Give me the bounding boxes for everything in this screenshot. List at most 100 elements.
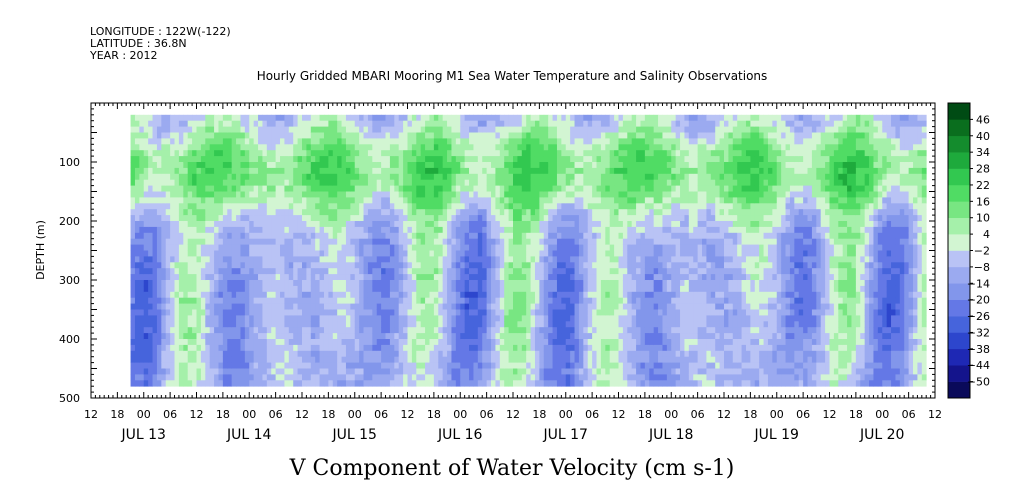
heatmap-cell	[605, 232, 611, 240]
heatmap-cell	[218, 344, 224, 352]
heatmap-cell	[187, 362, 193, 369]
heatmap-cell	[574, 256, 580, 263]
heatmap-cell	[139, 150, 145, 157]
heatmap-cell	[482, 344, 488, 352]
heatmap-cell	[196, 374, 202, 381]
heatmap-cell	[600, 138, 606, 145]
heatmap-cell	[398, 362, 404, 369]
heatmap-cell	[526, 374, 531, 381]
heatmap-cell	[552, 327, 558, 334]
heatmap-cell	[183, 232, 189, 240]
heatmap-cell	[222, 232, 228, 240]
heatmap-cell	[495, 285, 501, 293]
heatmap-cell	[363, 333, 369, 340]
heatmap-cell	[310, 321, 316, 328]
heatmap-cell	[570, 256, 575, 263]
heatmap-cell	[174, 138, 180, 145]
heatmap-cell	[477, 274, 483, 281]
heatmap-cell	[359, 185, 364, 192]
heatmap-cell	[341, 191, 347, 198]
heatmap-cell	[455, 303, 461, 310]
heatmap-cell	[161, 268, 167, 275]
heatmap-cell	[526, 203, 531, 210]
heatmap-cell	[302, 309, 307, 316]
heatmap-cell	[222, 167, 228, 175]
heatmap-cell	[170, 162, 175, 169]
heatmap-cell	[148, 339, 153, 346]
longitude-label: LONGITUDE : 122W(-122)	[90, 25, 231, 38]
heatmap-cell	[345, 162, 351, 169]
heatmap-cell	[165, 280, 171, 287]
heatmap-cell	[275, 356, 281, 363]
heatmap-cell	[530, 197, 536, 204]
heatmap-cell	[363, 138, 369, 145]
heatmap-cell	[574, 232, 580, 240]
heatmap-cell	[214, 309, 219, 316]
heatmap-cell	[403, 250, 408, 257]
heatmap-cell	[389, 191, 395, 198]
heatmap-cell	[570, 238, 575, 245]
heatmap-cell	[302, 274, 307, 281]
heatmap-cell	[156, 262, 162, 269]
heatmap-cell	[240, 185, 246, 192]
heatmap-cell	[359, 126, 364, 133]
heatmap-cell	[293, 209, 299, 216]
heatmap-cell	[152, 162, 158, 169]
heatmap-cell	[596, 374, 602, 381]
heatmap-cell	[363, 362, 369, 369]
heatmap-cell	[600, 321, 606, 328]
heatmap-cell	[253, 297, 259, 304]
heatmap-cell	[451, 315, 457, 322]
heatmap-cell	[280, 356, 285, 363]
heatmap-cell	[592, 303, 597, 310]
heatmap-cell	[280, 315, 285, 322]
heatmap-cell	[442, 203, 448, 210]
heatmap-cell	[482, 280, 488, 287]
heatmap-cell	[398, 309, 404, 316]
heatmap-cell	[200, 191, 206, 198]
heatmap-cell	[280, 268, 285, 275]
heatmap-cell	[499, 138, 505, 145]
heatmap-cell	[354, 114, 360, 122]
heatmap-cell	[152, 250, 158, 257]
heatmap-cell	[411, 380, 417, 387]
heatmap-cell	[302, 315, 307, 322]
heatmap-cell	[508, 344, 514, 352]
heatmap-cell	[359, 362, 364, 369]
heatmap-cell	[534, 368, 540, 375]
heatmap-cell	[183, 344, 189, 352]
heatmap-cell	[275, 191, 281, 198]
heatmap-cell	[143, 185, 149, 192]
heatmap-cell	[192, 356, 197, 363]
heatmap-cell	[548, 303, 553, 310]
heatmap-cell	[337, 303, 342, 310]
heatmap-cell	[578, 303, 584, 310]
heatmap-cell	[486, 179, 492, 186]
heatmap-cell	[513, 250, 518, 257]
heatmap-cell	[280, 339, 285, 346]
heatmap-cell	[455, 150, 461, 157]
heatmap-cell	[152, 221, 158, 228]
heatmap-cell	[486, 144, 492, 151]
heatmap-cell	[345, 138, 351, 145]
heatmap-cell	[262, 144, 268, 151]
heatmap-cell	[411, 126, 417, 133]
heatmap-cell	[266, 333, 272, 340]
heatmap-cell	[306, 150, 312, 157]
heatmap-cell	[460, 356, 466, 363]
heatmap-cell	[469, 268, 474, 275]
heatmap-cell	[398, 280, 404, 287]
heatmap-cell	[495, 380, 501, 387]
heatmap-cell	[161, 132, 167, 139]
heatmap-cell	[302, 362, 307, 369]
heatmap-cell	[161, 315, 167, 322]
heatmap-cell	[218, 226, 224, 234]
heatmap-cell	[433, 350, 439, 358]
heatmap-cell	[513, 203, 518, 210]
heatmap-cell	[306, 285, 312, 293]
heatmap-cell	[315, 209, 320, 216]
heatmap-cell	[354, 132, 360, 139]
heatmap-cell	[499, 350, 505, 358]
heatmap-cell	[341, 280, 347, 287]
heatmap-cell	[433, 268, 439, 275]
